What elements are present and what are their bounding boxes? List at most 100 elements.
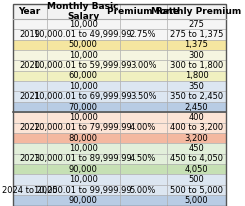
Bar bbox=[167, 112, 226, 123]
Text: Monthly Premium: Monthly Premium bbox=[151, 7, 242, 16]
Bar bbox=[47, 143, 120, 154]
Bar bbox=[167, 154, 226, 164]
Text: 10,000.01 to 79,999.99: 10,000.01 to 79,999.99 bbox=[34, 123, 132, 132]
Bar bbox=[167, 123, 226, 133]
Bar bbox=[13, 164, 47, 174]
Text: 80,000: 80,000 bbox=[69, 134, 98, 143]
Bar bbox=[120, 4, 167, 19]
Text: 10,000.01 to 69,999.99: 10,000.01 to 69,999.99 bbox=[34, 92, 132, 101]
Text: 450 to 4,050: 450 to 4,050 bbox=[170, 154, 223, 163]
Text: 400 to 3,200: 400 to 3,200 bbox=[170, 123, 223, 132]
Bar bbox=[167, 81, 226, 91]
Bar bbox=[47, 19, 120, 29]
Text: 2021: 2021 bbox=[19, 92, 40, 101]
Bar bbox=[13, 154, 47, 164]
Text: 70,000: 70,000 bbox=[69, 103, 98, 111]
Bar bbox=[47, 133, 120, 143]
Bar bbox=[47, 112, 120, 123]
Text: 300: 300 bbox=[189, 51, 205, 60]
Text: 400: 400 bbox=[189, 113, 204, 122]
Text: 500 to 5,000: 500 to 5,000 bbox=[170, 186, 223, 194]
Text: 10,000: 10,000 bbox=[69, 144, 98, 153]
Bar bbox=[120, 91, 167, 102]
Bar bbox=[47, 4, 120, 19]
Bar bbox=[47, 71, 120, 81]
Bar bbox=[47, 195, 120, 206]
Text: 10,000: 10,000 bbox=[69, 20, 98, 29]
Text: 10,000: 10,000 bbox=[69, 113, 98, 122]
Bar bbox=[167, 29, 226, 40]
Bar bbox=[13, 133, 47, 143]
Bar bbox=[13, 50, 47, 60]
Bar bbox=[13, 60, 47, 71]
Bar bbox=[47, 60, 120, 71]
Bar bbox=[167, 143, 226, 154]
Text: 350 to 2,450: 350 to 2,450 bbox=[170, 92, 223, 101]
Bar bbox=[167, 185, 226, 195]
Text: 275: 275 bbox=[189, 20, 205, 29]
Text: 350: 350 bbox=[189, 82, 205, 91]
Text: 10,000.01 to 99,999.99: 10,000.01 to 99,999.99 bbox=[34, 186, 132, 194]
Bar bbox=[47, 81, 120, 91]
Text: Monthly Basic
Salary: Monthly Basic Salary bbox=[48, 2, 119, 21]
Text: 3,200: 3,200 bbox=[185, 134, 208, 143]
Bar bbox=[167, 60, 226, 71]
Bar bbox=[120, 164, 167, 174]
Text: 450: 450 bbox=[189, 144, 204, 153]
Bar bbox=[120, 133, 167, 143]
Bar bbox=[47, 40, 120, 50]
Text: 90,000: 90,000 bbox=[69, 165, 98, 174]
Text: 4.50%: 4.50% bbox=[130, 154, 156, 163]
Bar bbox=[167, 102, 226, 112]
Bar bbox=[120, 154, 167, 164]
Bar bbox=[120, 50, 167, 60]
Text: Year: Year bbox=[19, 7, 41, 16]
Bar bbox=[167, 91, 226, 102]
Text: 10,000: 10,000 bbox=[69, 51, 98, 60]
Bar bbox=[120, 29, 167, 40]
Bar bbox=[47, 185, 120, 195]
Bar bbox=[167, 50, 226, 60]
Text: 4.00%: 4.00% bbox=[130, 123, 156, 132]
Text: 10,000.01 to 59,999.99: 10,000.01 to 59,999.99 bbox=[34, 61, 132, 70]
Bar bbox=[47, 164, 120, 174]
Bar bbox=[120, 195, 167, 206]
Text: 10,000: 10,000 bbox=[69, 82, 98, 91]
Bar bbox=[13, 174, 47, 185]
Text: 2020: 2020 bbox=[19, 61, 40, 70]
Bar bbox=[120, 123, 167, 133]
Text: 1,375: 1,375 bbox=[184, 40, 208, 49]
Bar bbox=[167, 19, 226, 29]
Bar bbox=[167, 4, 226, 19]
Text: 90,000: 90,000 bbox=[69, 196, 98, 205]
Bar bbox=[120, 112, 167, 123]
Bar bbox=[13, 91, 47, 102]
Bar bbox=[13, 195, 47, 206]
Bar bbox=[13, 102, 47, 112]
Text: 1,800: 1,800 bbox=[185, 71, 208, 80]
Bar bbox=[47, 174, 120, 185]
Bar bbox=[13, 81, 47, 91]
Bar bbox=[167, 195, 226, 206]
Bar bbox=[167, 174, 226, 185]
Text: 4,050: 4,050 bbox=[185, 165, 208, 174]
Text: 10,000.01 to 89,999.99: 10,000.01 to 89,999.99 bbox=[34, 154, 132, 163]
Text: 2022: 2022 bbox=[19, 123, 40, 132]
Text: 60,000: 60,000 bbox=[69, 71, 98, 80]
Text: 10,000: 10,000 bbox=[69, 175, 98, 184]
Bar bbox=[120, 60, 167, 71]
Text: 10,000.01 to 49,999.99: 10,000.01 to 49,999.99 bbox=[34, 30, 132, 39]
Bar bbox=[120, 81, 167, 91]
Text: 2,450: 2,450 bbox=[185, 103, 208, 111]
Bar bbox=[13, 143, 47, 154]
Text: 2019: 2019 bbox=[19, 30, 40, 39]
Bar bbox=[167, 133, 226, 143]
Text: 5,000: 5,000 bbox=[185, 196, 208, 205]
Bar bbox=[13, 185, 47, 195]
Bar bbox=[13, 123, 47, 133]
Bar bbox=[13, 4, 47, 19]
Bar bbox=[47, 50, 120, 60]
Bar bbox=[13, 112, 47, 123]
Bar bbox=[47, 154, 120, 164]
Text: 50,000: 50,000 bbox=[69, 40, 98, 49]
